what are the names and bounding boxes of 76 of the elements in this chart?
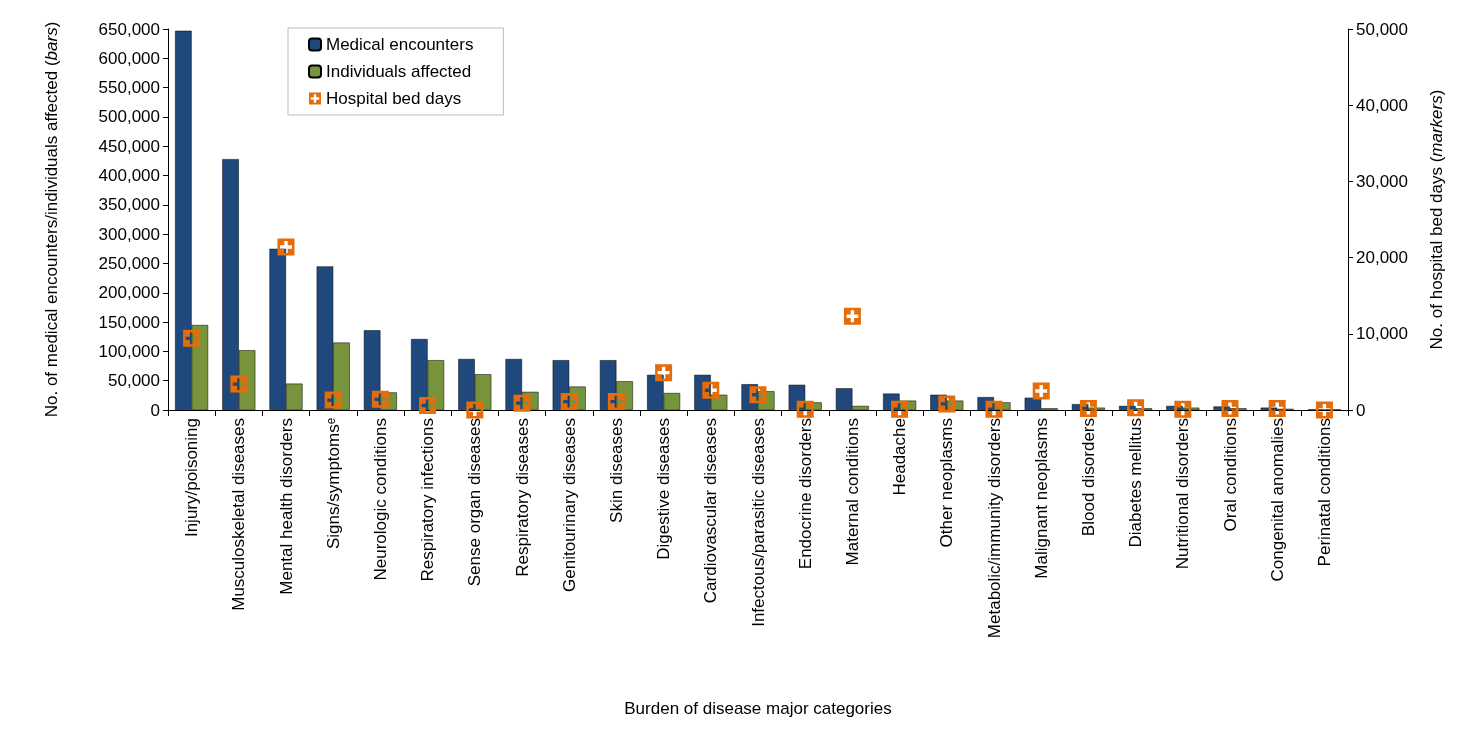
point bbox=[1079, 399, 1097, 417]
y-tick-label: 50,000 bbox=[108, 371, 160, 391]
y2-tick-label: 40,000 bbox=[1356, 95, 1408, 115]
point bbox=[796, 400, 814, 418]
point bbox=[607, 393, 625, 411]
point bbox=[324, 391, 342, 409]
y-tick-label: 400,000 bbox=[98, 166, 160, 186]
y-tick-label: 550,000 bbox=[98, 78, 160, 98]
x-tick-label: Respiratory infections bbox=[418, 418, 438, 582]
y-tick-label: 200,000 bbox=[98, 283, 160, 303]
x-axis-title: Burden of disease major categories bbox=[624, 699, 892, 718]
y-tick-label: 250,000 bbox=[98, 253, 160, 273]
point bbox=[1221, 399, 1239, 417]
y-axis-title: No. of medical encounters/individuals affected (bars) bbox=[42, 21, 61, 418]
x-tick-label: Signs/symptomsᵉ bbox=[323, 418, 343, 550]
x-tick-label: Injury/poisoning bbox=[182, 418, 202, 538]
point bbox=[230, 375, 248, 393]
x-tick-label: Mental health disorders bbox=[276, 418, 296, 595]
x-tick-label: Congenital anomalies bbox=[1267, 418, 1287, 582]
x-tick-label: Digestive diseases bbox=[654, 418, 674, 560]
y-tick-label: 600,000 bbox=[98, 48, 160, 68]
x-tick-label: Endocrine disorders bbox=[795, 418, 815, 570]
y2-tick-label: 20,000 bbox=[1356, 248, 1408, 268]
x-tick-label: Cardiovascular diseases bbox=[701, 418, 721, 604]
y2-axis-title: No. of hospital bed days (markers) bbox=[1427, 89, 1446, 350]
point bbox=[1315, 401, 1333, 419]
point bbox=[702, 381, 720, 399]
y-tick-label: 0 bbox=[150, 400, 160, 420]
point bbox=[938, 395, 956, 413]
y-tick-label: 350,000 bbox=[98, 195, 160, 215]
y-tick-label: 450,000 bbox=[98, 136, 160, 156]
x-tick-label: Other neoplasms bbox=[937, 418, 957, 548]
x-tick-label: Maternal conditions bbox=[842, 418, 862, 566]
point bbox=[466, 401, 484, 419]
point bbox=[1032, 382, 1050, 400]
y-tick-label: 500,000 bbox=[98, 107, 160, 127]
point bbox=[1174, 400, 1192, 418]
point bbox=[183, 329, 201, 347]
y2-tick-label: 10,000 bbox=[1356, 324, 1408, 344]
y2-tick-label: 50,000 bbox=[1356, 19, 1408, 39]
point bbox=[985, 400, 1003, 418]
x-tick-label: Genitourinary diseases bbox=[559, 418, 579, 592]
point bbox=[277, 238, 295, 256]
y-tick-label: 650,000 bbox=[98, 19, 160, 39]
y2-tick-label: 0 bbox=[1356, 400, 1366, 420]
legend-label: Hospital bed days bbox=[326, 89, 462, 108]
x-tick-label: Infectous/parasitic diseases bbox=[748, 418, 768, 627]
x-tick-label: Diabetes mellitus bbox=[1126, 418, 1146, 548]
point bbox=[560, 393, 578, 411]
x-tick-label: Oral conditions bbox=[1220, 418, 1240, 532]
x-tick-label: Nutritional disorders bbox=[1173, 418, 1193, 570]
x-tick-label: Neurologic conditions bbox=[370, 418, 390, 581]
point bbox=[891, 400, 909, 418]
point bbox=[371, 390, 389, 408]
point bbox=[843, 307, 861, 325]
x-tick-label: Respiratory diseases bbox=[512, 418, 532, 577]
y-tick-label: 300,000 bbox=[98, 224, 160, 244]
point bbox=[655, 364, 673, 382]
x-tick-label: Musculoskeletal diseases bbox=[229, 418, 249, 611]
point bbox=[419, 396, 437, 414]
x-tick-label: Malignant neoplasms bbox=[1031, 418, 1051, 579]
y-tick-label: 100,000 bbox=[98, 341, 160, 361]
legend-label: Individuals affected bbox=[326, 62, 472, 81]
x-tick-label: Blood disorders bbox=[1078, 418, 1098, 537]
x-tick-label: Sense organ diseases bbox=[465, 418, 485, 587]
x-tick-label: Perinatal conditions bbox=[1314, 418, 1334, 567]
point bbox=[1127, 399, 1145, 417]
legend-label: Medical encounters bbox=[326, 35, 474, 54]
x-tick-label: Skin diseases bbox=[606, 418, 626, 523]
x-tick-label: Headache bbox=[890, 418, 910, 496]
point bbox=[1268, 399, 1286, 417]
y2-tick-label: 30,000 bbox=[1356, 171, 1408, 191]
x-tick-label: Metabolic/immunity disorders bbox=[984, 418, 1004, 639]
point bbox=[513, 394, 531, 412]
point bbox=[749, 386, 767, 404]
y-tick-label: 150,000 bbox=[98, 312, 160, 332]
